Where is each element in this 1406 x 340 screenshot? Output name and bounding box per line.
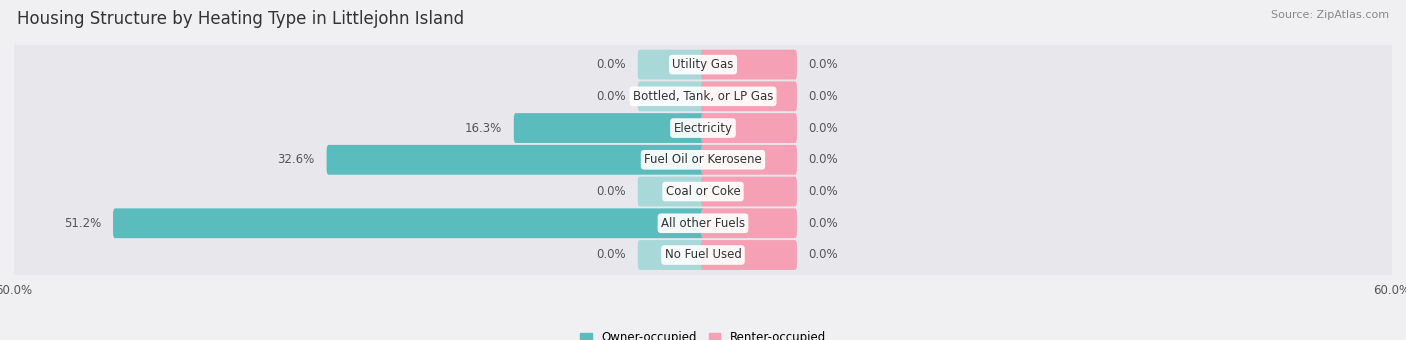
FancyBboxPatch shape — [13, 76, 1393, 116]
Text: 51.2%: 51.2% — [65, 217, 101, 230]
Text: Utility Gas: Utility Gas — [672, 58, 734, 71]
FancyBboxPatch shape — [326, 145, 704, 175]
FancyBboxPatch shape — [112, 208, 704, 238]
FancyBboxPatch shape — [13, 45, 1393, 85]
FancyBboxPatch shape — [702, 240, 797, 270]
FancyBboxPatch shape — [702, 50, 797, 80]
Text: 0.0%: 0.0% — [808, 90, 838, 103]
Text: 0.0%: 0.0% — [808, 153, 838, 166]
FancyBboxPatch shape — [638, 50, 704, 80]
Text: All other Fuels: All other Fuels — [661, 217, 745, 230]
FancyBboxPatch shape — [638, 176, 704, 206]
Text: 0.0%: 0.0% — [808, 217, 838, 230]
Text: No Fuel Used: No Fuel Used — [665, 249, 741, 261]
Text: 32.6%: 32.6% — [277, 153, 315, 166]
Legend: Owner-occupied, Renter-occupied: Owner-occupied, Renter-occupied — [575, 327, 831, 340]
FancyBboxPatch shape — [702, 208, 797, 238]
Text: 0.0%: 0.0% — [596, 58, 626, 71]
Text: Source: ZipAtlas.com: Source: ZipAtlas.com — [1271, 10, 1389, 20]
Text: 0.0%: 0.0% — [808, 185, 838, 198]
Text: Electricity: Electricity — [673, 122, 733, 135]
FancyBboxPatch shape — [638, 81, 704, 111]
Text: 0.0%: 0.0% — [596, 90, 626, 103]
Text: 0.0%: 0.0% — [808, 122, 838, 135]
FancyBboxPatch shape — [638, 240, 704, 270]
FancyBboxPatch shape — [702, 81, 797, 111]
Text: 0.0%: 0.0% — [808, 249, 838, 261]
FancyBboxPatch shape — [702, 145, 797, 175]
FancyBboxPatch shape — [13, 108, 1393, 148]
Text: 0.0%: 0.0% — [596, 249, 626, 261]
Text: Bottled, Tank, or LP Gas: Bottled, Tank, or LP Gas — [633, 90, 773, 103]
Text: Fuel Oil or Kerosene: Fuel Oil or Kerosene — [644, 153, 762, 166]
FancyBboxPatch shape — [13, 235, 1393, 275]
Text: 0.0%: 0.0% — [596, 185, 626, 198]
FancyBboxPatch shape — [513, 113, 704, 143]
Text: 0.0%: 0.0% — [808, 58, 838, 71]
Text: 16.3%: 16.3% — [465, 122, 502, 135]
FancyBboxPatch shape — [702, 176, 797, 206]
FancyBboxPatch shape — [13, 203, 1393, 243]
FancyBboxPatch shape — [13, 172, 1393, 211]
FancyBboxPatch shape — [702, 113, 797, 143]
Text: Housing Structure by Heating Type in Littlejohn Island: Housing Structure by Heating Type in Lit… — [17, 10, 464, 28]
Text: Coal or Coke: Coal or Coke — [665, 185, 741, 198]
FancyBboxPatch shape — [13, 140, 1393, 180]
